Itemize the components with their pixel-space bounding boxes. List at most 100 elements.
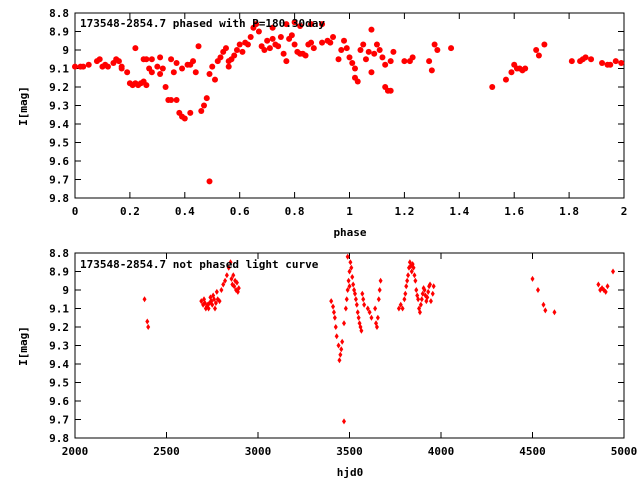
x-axis-label: hjd0 xyxy=(337,466,364,479)
chart-title: 173548-2854.7 phased with P=180.30day xyxy=(80,17,325,30)
data-point xyxy=(264,37,271,44)
data-point xyxy=(308,21,315,28)
data-point xyxy=(431,41,438,48)
y-tick-label: 9.1 xyxy=(49,63,69,76)
data-point xyxy=(168,56,175,63)
data-point xyxy=(605,283,610,290)
data-point xyxy=(360,290,365,297)
data-point xyxy=(357,47,364,53)
data-point xyxy=(369,314,374,321)
x-tick-label: 4000 xyxy=(428,445,455,458)
data-point xyxy=(239,48,246,55)
data-point xyxy=(132,45,139,52)
data-point xyxy=(157,71,164,78)
data-point xyxy=(181,115,188,122)
data-point xyxy=(338,351,343,358)
data-point xyxy=(374,324,379,330)
data-point xyxy=(319,21,326,28)
data-point xyxy=(201,102,208,109)
data-point xyxy=(302,52,309,59)
data-point xyxy=(224,272,229,279)
x-tick-label: 2500 xyxy=(153,445,180,458)
data-point xyxy=(428,67,435,74)
data-point xyxy=(277,34,284,41)
data-point xyxy=(375,314,380,321)
data-point xyxy=(222,45,229,52)
y-tick-label: 8.9 xyxy=(49,26,69,39)
data-point xyxy=(378,277,383,284)
x-tick-label: 4500 xyxy=(519,445,546,458)
y-tick-label: 9.3 xyxy=(49,340,69,353)
data-point xyxy=(406,272,411,279)
data-point xyxy=(351,65,358,72)
data-point xyxy=(275,43,282,50)
unphased-light-curve-panel: 8.8 8.9 9 9.1 9.2 9.3 9.4 9.5 9.6 9.7 9.8 2000 2500… xyxy=(17,247,637,479)
data-point xyxy=(354,78,361,85)
data-point xyxy=(373,41,380,48)
data-point xyxy=(226,264,231,271)
data-point xyxy=(612,58,619,65)
data-point xyxy=(343,45,350,52)
data-point xyxy=(346,54,353,61)
data-point xyxy=(418,301,423,308)
data-point xyxy=(508,69,515,76)
x-axis-label: phase xyxy=(333,226,366,239)
data-point xyxy=(280,50,287,57)
y-tick-label: 9.2 xyxy=(49,321,69,334)
data-point xyxy=(269,35,276,42)
data-point xyxy=(159,65,166,72)
data-point xyxy=(190,58,197,65)
data-point xyxy=(331,309,336,316)
data-point xyxy=(219,287,224,293)
data-point xyxy=(291,19,298,26)
data-point xyxy=(233,47,240,53)
data-point xyxy=(173,59,180,66)
data-point xyxy=(377,287,382,293)
data-point xyxy=(212,305,217,312)
data-point xyxy=(543,307,548,314)
data-point xyxy=(552,309,557,316)
data-point xyxy=(104,63,111,70)
data-point xyxy=(80,63,87,70)
data-point xyxy=(362,301,367,308)
data-point xyxy=(72,63,78,70)
data-point xyxy=(231,52,238,59)
data-point xyxy=(533,47,540,53)
data-point xyxy=(198,108,205,115)
data-point xyxy=(339,346,344,353)
data-point xyxy=(143,82,150,89)
data-point xyxy=(330,34,337,41)
data-point xyxy=(173,96,180,103)
data-point xyxy=(157,54,164,61)
data-point xyxy=(368,69,375,76)
x-tick-label: 2000 xyxy=(62,445,89,458)
data-point xyxy=(502,76,509,83)
data-point xyxy=(405,277,410,284)
data-point xyxy=(417,309,422,316)
x-tick-label: 0.8 xyxy=(285,205,305,218)
data-point xyxy=(348,259,353,266)
y-tick-label: 8.8 xyxy=(49,247,69,260)
data-point xyxy=(428,281,433,288)
data-point xyxy=(327,39,334,46)
data-point xyxy=(398,301,403,308)
data-point xyxy=(332,314,337,321)
data-point xyxy=(611,268,616,275)
x-axis-ticks: 0 0.2 0.4 0.6 0.8 1 1.2 1.4 1.6 1.8 2 xyxy=(72,13,627,218)
y-axis-ticks: 8.8 8.9 9 9.1 9.2 9.3 9.4 9.5 9.6 9.7 9.8 xyxy=(49,7,624,205)
data-point xyxy=(148,56,155,63)
data-point xyxy=(192,69,199,76)
data-point xyxy=(430,290,435,297)
data-point xyxy=(347,268,352,275)
data-point xyxy=(376,296,381,303)
y-tick-label: 9.8 xyxy=(49,432,69,445)
y-axis-label: I[mag] xyxy=(17,86,30,126)
data-point xyxy=(349,264,354,271)
data-point xyxy=(422,287,427,293)
data-point xyxy=(353,296,358,303)
x-tick-label: 0.4 xyxy=(175,205,195,218)
x-tick-label: 0.2 xyxy=(120,205,140,218)
data-point xyxy=(221,281,226,288)
data-point xyxy=(426,288,431,295)
data-point xyxy=(390,48,397,55)
